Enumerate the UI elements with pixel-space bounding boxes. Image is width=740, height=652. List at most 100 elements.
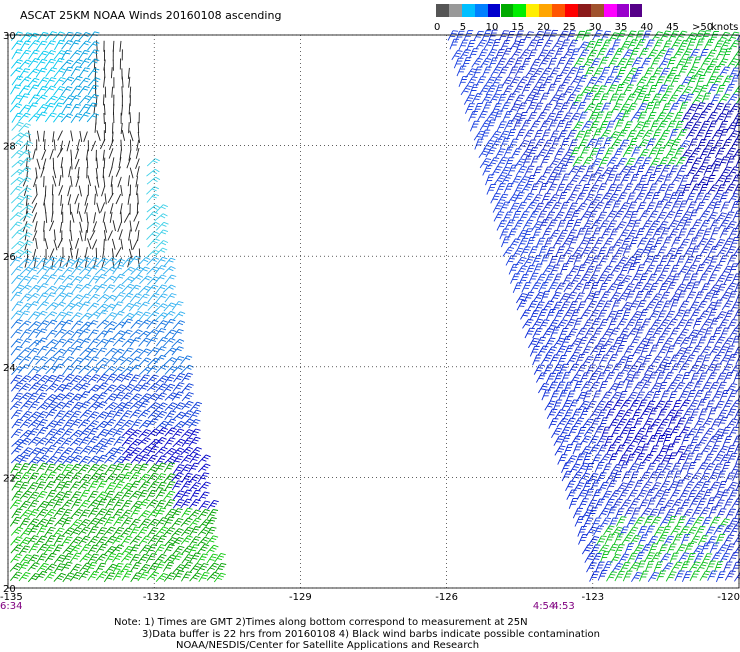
wind-barb [691, 184, 701, 194]
wind-barb [130, 168, 133, 179]
wind-barb [147, 429, 159, 437]
wind-barb [513, 120, 522, 130]
wind-barb [657, 571, 666, 581]
wind-barb [88, 508, 99, 517]
wind-barb [114, 392, 125, 401]
wind-barb [695, 130, 705, 140]
wind-barb [515, 257, 526, 266]
wind-barb [700, 571, 711, 581]
wind-barb [88, 78, 100, 86]
wind-barb [586, 166, 595, 176]
wind-barb [568, 203, 578, 213]
wind-barb [29, 131, 31, 142]
wind-barb [551, 327, 560, 337]
wind-barb [636, 229, 645, 239]
wind-barb [19, 365, 31, 374]
wind-barb [75, 238, 78, 249]
wind-barb [690, 571, 700, 581]
wind-barb [11, 85, 22, 94]
wind-barb [623, 246, 632, 256]
wind-barb [95, 122, 96, 133]
wind-barb [457, 66, 466, 76]
wind-barb [621, 175, 631, 185]
wind-barb [606, 121, 615, 131]
wind-barb [569, 166, 580, 175]
wind-barb [190, 402, 202, 411]
wind-barb [569, 498, 578, 508]
wind-barb [156, 384, 168, 392]
wind-barb [96, 258, 108, 266]
wind-barb [12, 275, 24, 284]
wind-barb [76, 176, 79, 187]
wind-barb [723, 437, 732, 447]
wind-barb [172, 339, 184, 347]
wind-barb [679, 102, 688, 112]
wind-barb [45, 500, 56, 509]
wind-barb [555, 410, 566, 419]
wind-barb [626, 319, 637, 329]
wind-barb [104, 113, 105, 124]
wind-barb [631, 572, 642, 581]
wind-barb [129, 357, 141, 365]
wind-barb [155, 508, 166, 517]
wind-barb [20, 41, 31, 50]
wind-barb [664, 174, 673, 184]
wind-barb [621, 400, 632, 409]
wind-barb [718, 417, 728, 427]
wind-barb [155, 275, 167, 284]
wind-barb [33, 149, 36, 160]
wind-barb [37, 258, 49, 267]
wind-barb [70, 96, 81, 105]
wind-barb [691, 86, 702, 95]
wind-barb [95, 194, 96, 205]
wind-barb [44, 139, 45, 150]
wind-barb [75, 149, 78, 160]
wind-barb [721, 202, 730, 212]
wind-barb [11, 410, 22, 419]
wind-barb [634, 517, 645, 526]
wind-barb [36, 385, 48, 393]
wind-barb [677, 166, 687, 176]
wind-barb [46, 212, 47, 223]
wind-barb [12, 76, 23, 85]
wind-barb [85, 247, 87, 258]
wind-barb [479, 86, 490, 95]
wind-barb [32, 203, 37, 213]
wind-barb [522, 58, 531, 68]
wind-barb [122, 438, 134, 447]
wind-barb [97, 310, 108, 319]
wind-barb [100, 139, 105, 149]
wind-barb [720, 328, 729, 338]
wind-barb [676, 31, 687, 40]
wind-barb [719, 67, 730, 76]
wind-barb [156, 241, 168, 249]
wind-barb [95, 554, 107, 562]
wind-barb [539, 320, 549, 330]
wind-barb [54, 411, 65, 420]
wind-barb [579, 499, 589, 509]
wind-barb [146, 187, 158, 195]
wind-barb [700, 220, 710, 230]
wind-barb [54, 40, 65, 50]
wind-barb [96, 96, 97, 107]
wind-barb [616, 94, 626, 104]
wind-barb [43, 131, 44, 142]
wind-barb [696, 265, 705, 275]
wind-barb [724, 535, 734, 545]
wind-barb [513, 283, 522, 293]
wind-barb [121, 123, 122, 134]
wind-barb [737, 194, 740, 204]
wind-barb [627, 428, 636, 438]
wind-barb [70, 384, 83, 392]
wind-barb [189, 499, 200, 508]
wind-barb [155, 554, 167, 563]
wind-barb [108, 230, 113, 240]
wind-barb [710, 517, 720, 527]
wind-barb [580, 373, 590, 383]
wind-barb [50, 248, 54, 258]
wind-barb [593, 202, 604, 211]
wind-barb [19, 357, 31, 365]
wind-barb [701, 194, 711, 204]
wind-barb [12, 393, 23, 402]
wind-barb [524, 130, 535, 140]
